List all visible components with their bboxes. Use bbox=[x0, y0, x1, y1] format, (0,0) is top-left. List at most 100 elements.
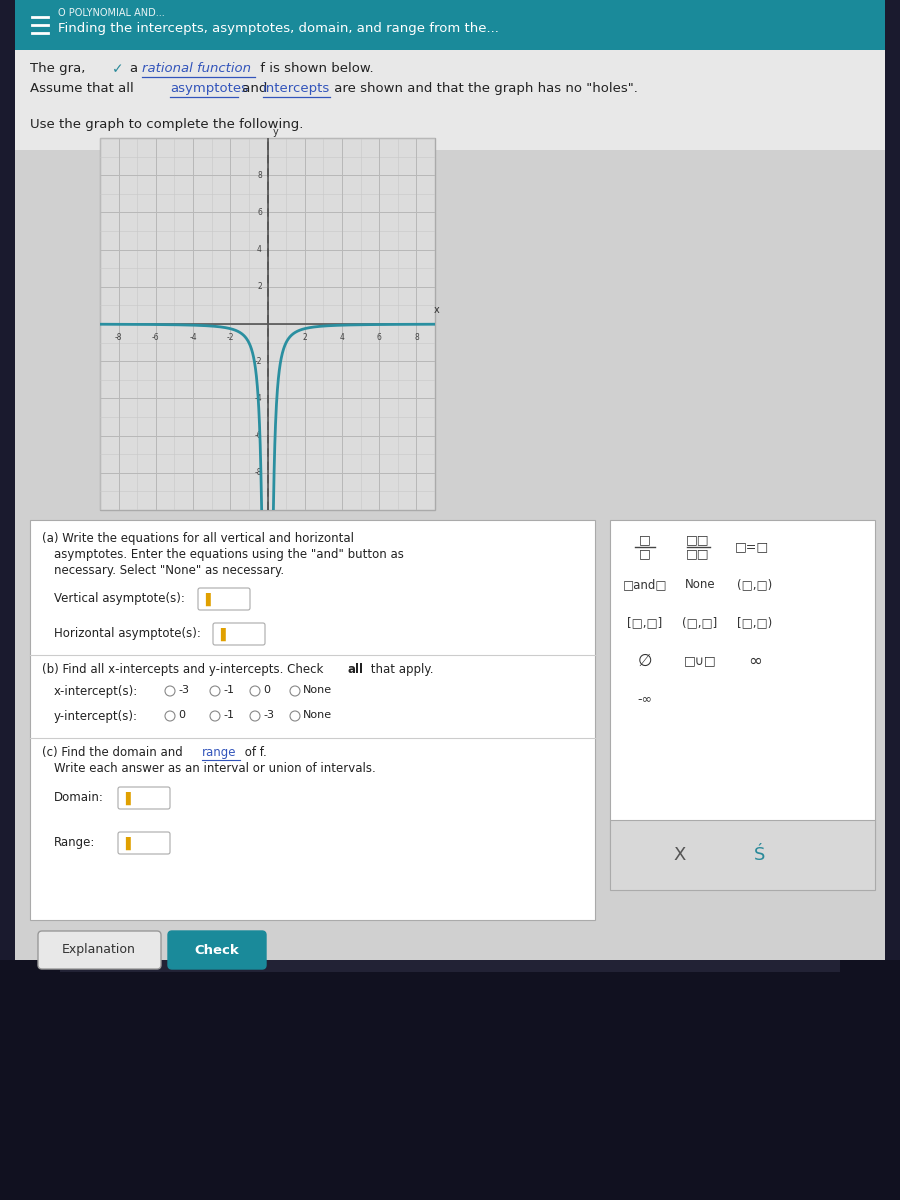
Text: 6: 6 bbox=[377, 334, 382, 342]
Text: None: None bbox=[303, 685, 332, 695]
Circle shape bbox=[290, 686, 300, 696]
Text: O POLYNOMIAL AND...: O POLYNOMIAL AND... bbox=[58, 8, 165, 18]
Text: x: x bbox=[434, 305, 440, 314]
Circle shape bbox=[250, 686, 260, 696]
Text: □□: □□ bbox=[686, 547, 710, 560]
Text: that apply.: that apply. bbox=[367, 662, 434, 676]
Text: (□,□): (□,□) bbox=[737, 578, 772, 592]
Text: -3: -3 bbox=[178, 685, 189, 695]
FancyBboxPatch shape bbox=[38, 931, 161, 970]
Bar bbox=[15, 50, 885, 150]
Text: x-intercept(s):: x-intercept(s): bbox=[54, 685, 139, 698]
Text: -2: -2 bbox=[255, 356, 262, 366]
Text: necessary. Select "None" as necessary.: necessary. Select "None" as necessary. bbox=[54, 564, 284, 577]
Text: y-intercept(s):: y-intercept(s): bbox=[54, 710, 138, 722]
Text: -2: -2 bbox=[227, 334, 234, 342]
Text: -1: -1 bbox=[223, 710, 234, 720]
Text: -∞: -∞ bbox=[637, 692, 652, 706]
Text: -3: -3 bbox=[263, 710, 274, 720]
Text: f is shown below.: f is shown below. bbox=[256, 62, 374, 74]
Text: Explanation: Explanation bbox=[62, 943, 136, 956]
Text: (□,□]: (□,□] bbox=[682, 617, 717, 630]
Text: None: None bbox=[685, 578, 716, 592]
Text: of f.: of f. bbox=[241, 746, 266, 758]
Text: [□,□): [□,□) bbox=[737, 617, 772, 630]
Text: [□,□]: [□,□] bbox=[627, 617, 662, 630]
Text: 2: 2 bbox=[302, 334, 307, 342]
Text: are shown and that the graph has no "holes".: are shown and that the graph has no "hol… bbox=[330, 82, 638, 95]
Text: intercepts: intercepts bbox=[263, 82, 330, 95]
Text: (a) Write the equations for all vertical and horizontal: (a) Write the equations for all vertical… bbox=[42, 532, 354, 545]
Text: 0: 0 bbox=[178, 710, 185, 720]
Text: and: and bbox=[238, 82, 272, 95]
Text: ▌: ▌ bbox=[220, 628, 230, 641]
Text: -6: -6 bbox=[152, 334, 159, 342]
Text: y: y bbox=[273, 127, 279, 138]
Text: Use the graph to complete the following.: Use the graph to complete the following. bbox=[30, 118, 303, 131]
Bar bbox=[60, 960, 840, 972]
Circle shape bbox=[165, 686, 175, 696]
Text: asymptotes. Enter the equations using the "and" button as: asymptotes. Enter the equations using th… bbox=[54, 548, 404, 560]
Text: □∪□: □∪□ bbox=[684, 654, 716, 667]
Text: (c) Find the domain and: (c) Find the domain and bbox=[42, 746, 186, 758]
Bar bbox=[15, 50, 885, 960]
Circle shape bbox=[250, 710, 260, 721]
Circle shape bbox=[165, 710, 175, 721]
Text: Write each answer as an interval or union of intervals.: Write each answer as an interval or unio… bbox=[54, 762, 376, 775]
Text: Domain:: Domain: bbox=[54, 791, 104, 804]
Circle shape bbox=[210, 686, 220, 696]
Bar bbox=[100, 138, 435, 510]
Text: Check: Check bbox=[194, 943, 239, 956]
Text: Ś: Ś bbox=[754, 846, 766, 864]
Bar bbox=[15, 0, 885, 50]
Text: ▌: ▌ bbox=[125, 791, 135, 805]
Text: □: □ bbox=[639, 547, 651, 560]
Circle shape bbox=[290, 710, 300, 721]
Text: □and□: □and□ bbox=[623, 578, 667, 592]
Text: ∅: ∅ bbox=[638, 652, 652, 670]
Text: 6: 6 bbox=[257, 208, 262, 217]
Text: ✓: ✓ bbox=[112, 62, 123, 76]
Circle shape bbox=[210, 710, 220, 721]
Text: -6: -6 bbox=[255, 431, 262, 440]
Text: 2: 2 bbox=[257, 282, 262, 292]
FancyBboxPatch shape bbox=[168, 931, 266, 970]
Text: -4: -4 bbox=[255, 394, 262, 403]
Text: The gra,: The gra, bbox=[30, 62, 86, 74]
Text: (b) Find all x-intercepts and y-intercepts. Check: (b) Find all x-intercepts and y-intercep… bbox=[42, 662, 327, 676]
Text: None: None bbox=[303, 710, 332, 720]
FancyBboxPatch shape bbox=[213, 623, 265, 646]
Text: 8: 8 bbox=[414, 334, 418, 342]
Text: a: a bbox=[130, 62, 142, 74]
Text: Vertical asymptote(s):: Vertical asymptote(s): bbox=[54, 592, 184, 605]
FancyBboxPatch shape bbox=[118, 832, 170, 854]
Text: 0: 0 bbox=[263, 685, 270, 695]
Text: asymptotes: asymptotes bbox=[170, 82, 248, 95]
Text: X: X bbox=[674, 846, 686, 864]
Text: Finding the intercepts, asymptotes, domain, and range from the...: Finding the intercepts, asymptotes, doma… bbox=[58, 22, 499, 35]
Text: rational function: rational function bbox=[142, 62, 251, 74]
Text: □=□: □=□ bbox=[735, 540, 770, 553]
Bar bbox=[0, 960, 900, 1200]
Text: 4: 4 bbox=[339, 334, 345, 342]
Bar bbox=[610, 820, 875, 890]
Text: 4: 4 bbox=[257, 245, 262, 254]
Text: range: range bbox=[202, 746, 237, 758]
FancyBboxPatch shape bbox=[118, 787, 170, 809]
Text: -8: -8 bbox=[115, 334, 122, 342]
Text: Assume that all: Assume that all bbox=[30, 82, 138, 95]
Bar bbox=[15, 0, 885, 960]
Text: ∞: ∞ bbox=[748, 652, 762, 670]
Text: Horizontal asymptote(s):: Horizontal asymptote(s): bbox=[54, 626, 201, 640]
Text: all: all bbox=[347, 662, 363, 676]
Text: ▌: ▌ bbox=[205, 593, 214, 606]
Bar bbox=[30, 520, 595, 920]
Text: 8: 8 bbox=[257, 170, 262, 180]
Text: -4: -4 bbox=[189, 334, 197, 342]
FancyBboxPatch shape bbox=[198, 588, 250, 610]
Text: -1: -1 bbox=[223, 685, 234, 695]
Bar bbox=[610, 520, 875, 870]
Text: ▌: ▌ bbox=[125, 836, 135, 850]
Text: Range:: Range: bbox=[54, 836, 95, 850]
Text: -8: -8 bbox=[255, 468, 262, 478]
